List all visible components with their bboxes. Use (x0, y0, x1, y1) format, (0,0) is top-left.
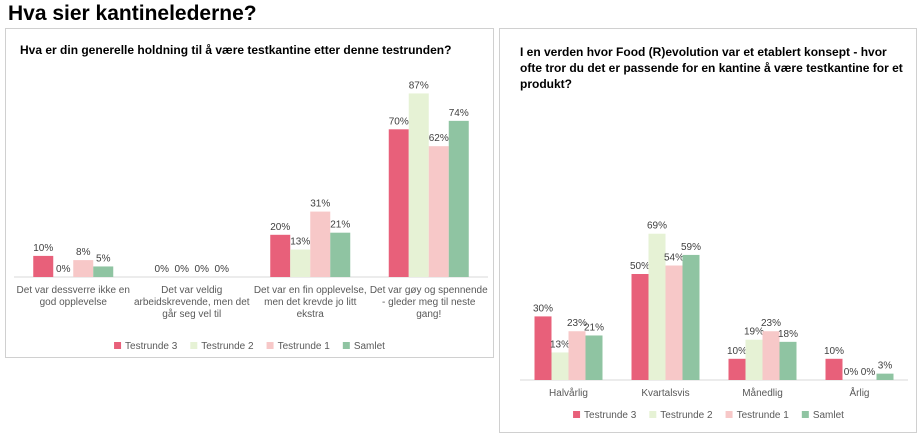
bar-testrunde-3 (388, 129, 409, 277)
bar-testrunde-1 (762, 331, 780, 380)
legend-label-testrunde-2: Testrunde 2 (201, 341, 254, 352)
legend-swatch-testrunde-1 (266, 342, 274, 349)
data-label: 10% (33, 243, 53, 254)
bar-testrunde-2 (745, 339, 763, 380)
legend-label-testrunde-1: Testrunde 1 (278, 341, 331, 352)
data-label: 21% (330, 220, 350, 231)
legend-swatch-samlet (342, 342, 350, 349)
bar-testrunde-2 (408, 93, 429, 278)
category-label: Årlig (849, 386, 869, 399)
legend-swatch-testrunde-3 (114, 342, 122, 349)
data-label: 13% (550, 339, 570, 350)
bar-testrunde-3 (270, 234, 291, 277)
data-label: 69% (647, 221, 667, 232)
data-label: 87% (409, 80, 429, 91)
data-label: 5% (96, 253, 111, 264)
data-label: 0% (155, 264, 170, 275)
chart-panel-frekvens: I en verden hvor Food (R)evolution var e… (499, 28, 917, 433)
data-label: 30% (533, 303, 553, 314)
bar-samlet (876, 373, 894, 380)
data-label: 0% (175, 264, 190, 275)
chart-frekvens: 30%13%23%21%Halvårlig50%69%54%59%Kvartal… (520, 221, 908, 421)
data-label: 0% (215, 264, 230, 275)
bar-testrunde-2 (551, 352, 569, 380)
bar-testrunde-2 (648, 233, 666, 380)
data-label: 20% (270, 222, 290, 233)
data-label: 62% (429, 133, 449, 144)
chart-panel-holdning: Hva er din generelle holdning til å være… (5, 28, 494, 358)
bar-testrunde-1 (73, 260, 94, 277)
data-label: 8% (76, 247, 91, 258)
legend-swatch-testrunde-1 (725, 411, 733, 418)
category-label: Halvårlig (549, 387, 588, 399)
data-label: 50% (630, 261, 650, 272)
data-label: 3% (878, 361, 893, 372)
bar-testrunde-3 (631, 274, 649, 380)
data-label: 54% (664, 253, 684, 264)
category-label: Månedlig (742, 387, 783, 399)
bar-testrunde-1 (310, 211, 331, 277)
legend-swatch-testrunde-2 (649, 411, 657, 418)
bar-samlet (779, 341, 797, 380)
data-label: 21% (584, 322, 604, 333)
legend-swatch-testrunde-3 (573, 411, 581, 418)
bar-samlet (448, 120, 469, 277)
data-label: 18% (778, 329, 798, 340)
bar-testrunde-1 (665, 265, 683, 380)
legend-label-testrunde-1: Testrunde 1 (737, 410, 790, 421)
data-label: 70% (389, 116, 409, 127)
data-label: 0% (844, 367, 859, 378)
data-label: 31% (310, 199, 330, 210)
chart-title: Hva er din generelle holdning til å være… (20, 43, 452, 57)
bar-testrunde-3 (33, 255, 54, 277)
bar-samlet (330, 232, 351, 277)
data-label: 74% (449, 108, 469, 119)
data-label: 23% (761, 318, 781, 329)
data-label: 19% (744, 327, 764, 338)
data-label: 10% (824, 346, 844, 357)
category-label: Det var veldig arbeidskrevende, men det gå… (134, 285, 250, 320)
chart-holdning: 10%0%8%5%Det var dessverre ikke en god op… (14, 80, 488, 352)
data-label: 0% (861, 367, 876, 378)
category-label: Det var gøy og spennende - gleder meg til… (370, 285, 488, 320)
legend-label-samlet: Samlet (354, 341, 385, 352)
data-label: 59% (681, 242, 701, 253)
legend-swatch-testrunde-2 (190, 342, 198, 349)
bar-samlet (93, 266, 114, 277)
legend-label-testrunde-3: Testrunde 3 (584, 410, 637, 421)
legend-label-samlet: Samlet (813, 410, 844, 421)
chart-title: I en verden hvor Food (R)evolution var e… (520, 45, 903, 91)
legend-swatch-samlet (801, 411, 809, 418)
bar-testrunde-3 (534, 316, 552, 380)
bar-testrunde-3 (728, 358, 746, 380)
page-title: Hva sier kantinelederne? (8, 2, 257, 25)
bar-samlet (682, 254, 700, 380)
legend-label-testrunde-2: Testrunde 2 (660, 410, 713, 421)
data-label: 0% (56, 264, 71, 275)
bar-testrunde-1 (428, 146, 449, 277)
bar-samlet (585, 335, 603, 380)
bar-testrunde-1 (568, 331, 586, 380)
legend-label-testrunde-3: Testrunde 3 (125, 341, 178, 352)
bar-testrunde-3 (825, 358, 843, 380)
data-label: 23% (567, 318, 587, 329)
data-label: 0% (195, 264, 210, 275)
bar-testrunde-2 (290, 249, 311, 277)
data-label: 13% (290, 237, 310, 248)
category-label: Det var dessverre ikke en god opplevelse (17, 285, 130, 308)
category-label: Kvartalsvis (641, 388, 689, 399)
category-label: Det var en fin opplevelse, men det krevde… (254, 285, 367, 320)
data-label: 10% (727, 346, 747, 357)
